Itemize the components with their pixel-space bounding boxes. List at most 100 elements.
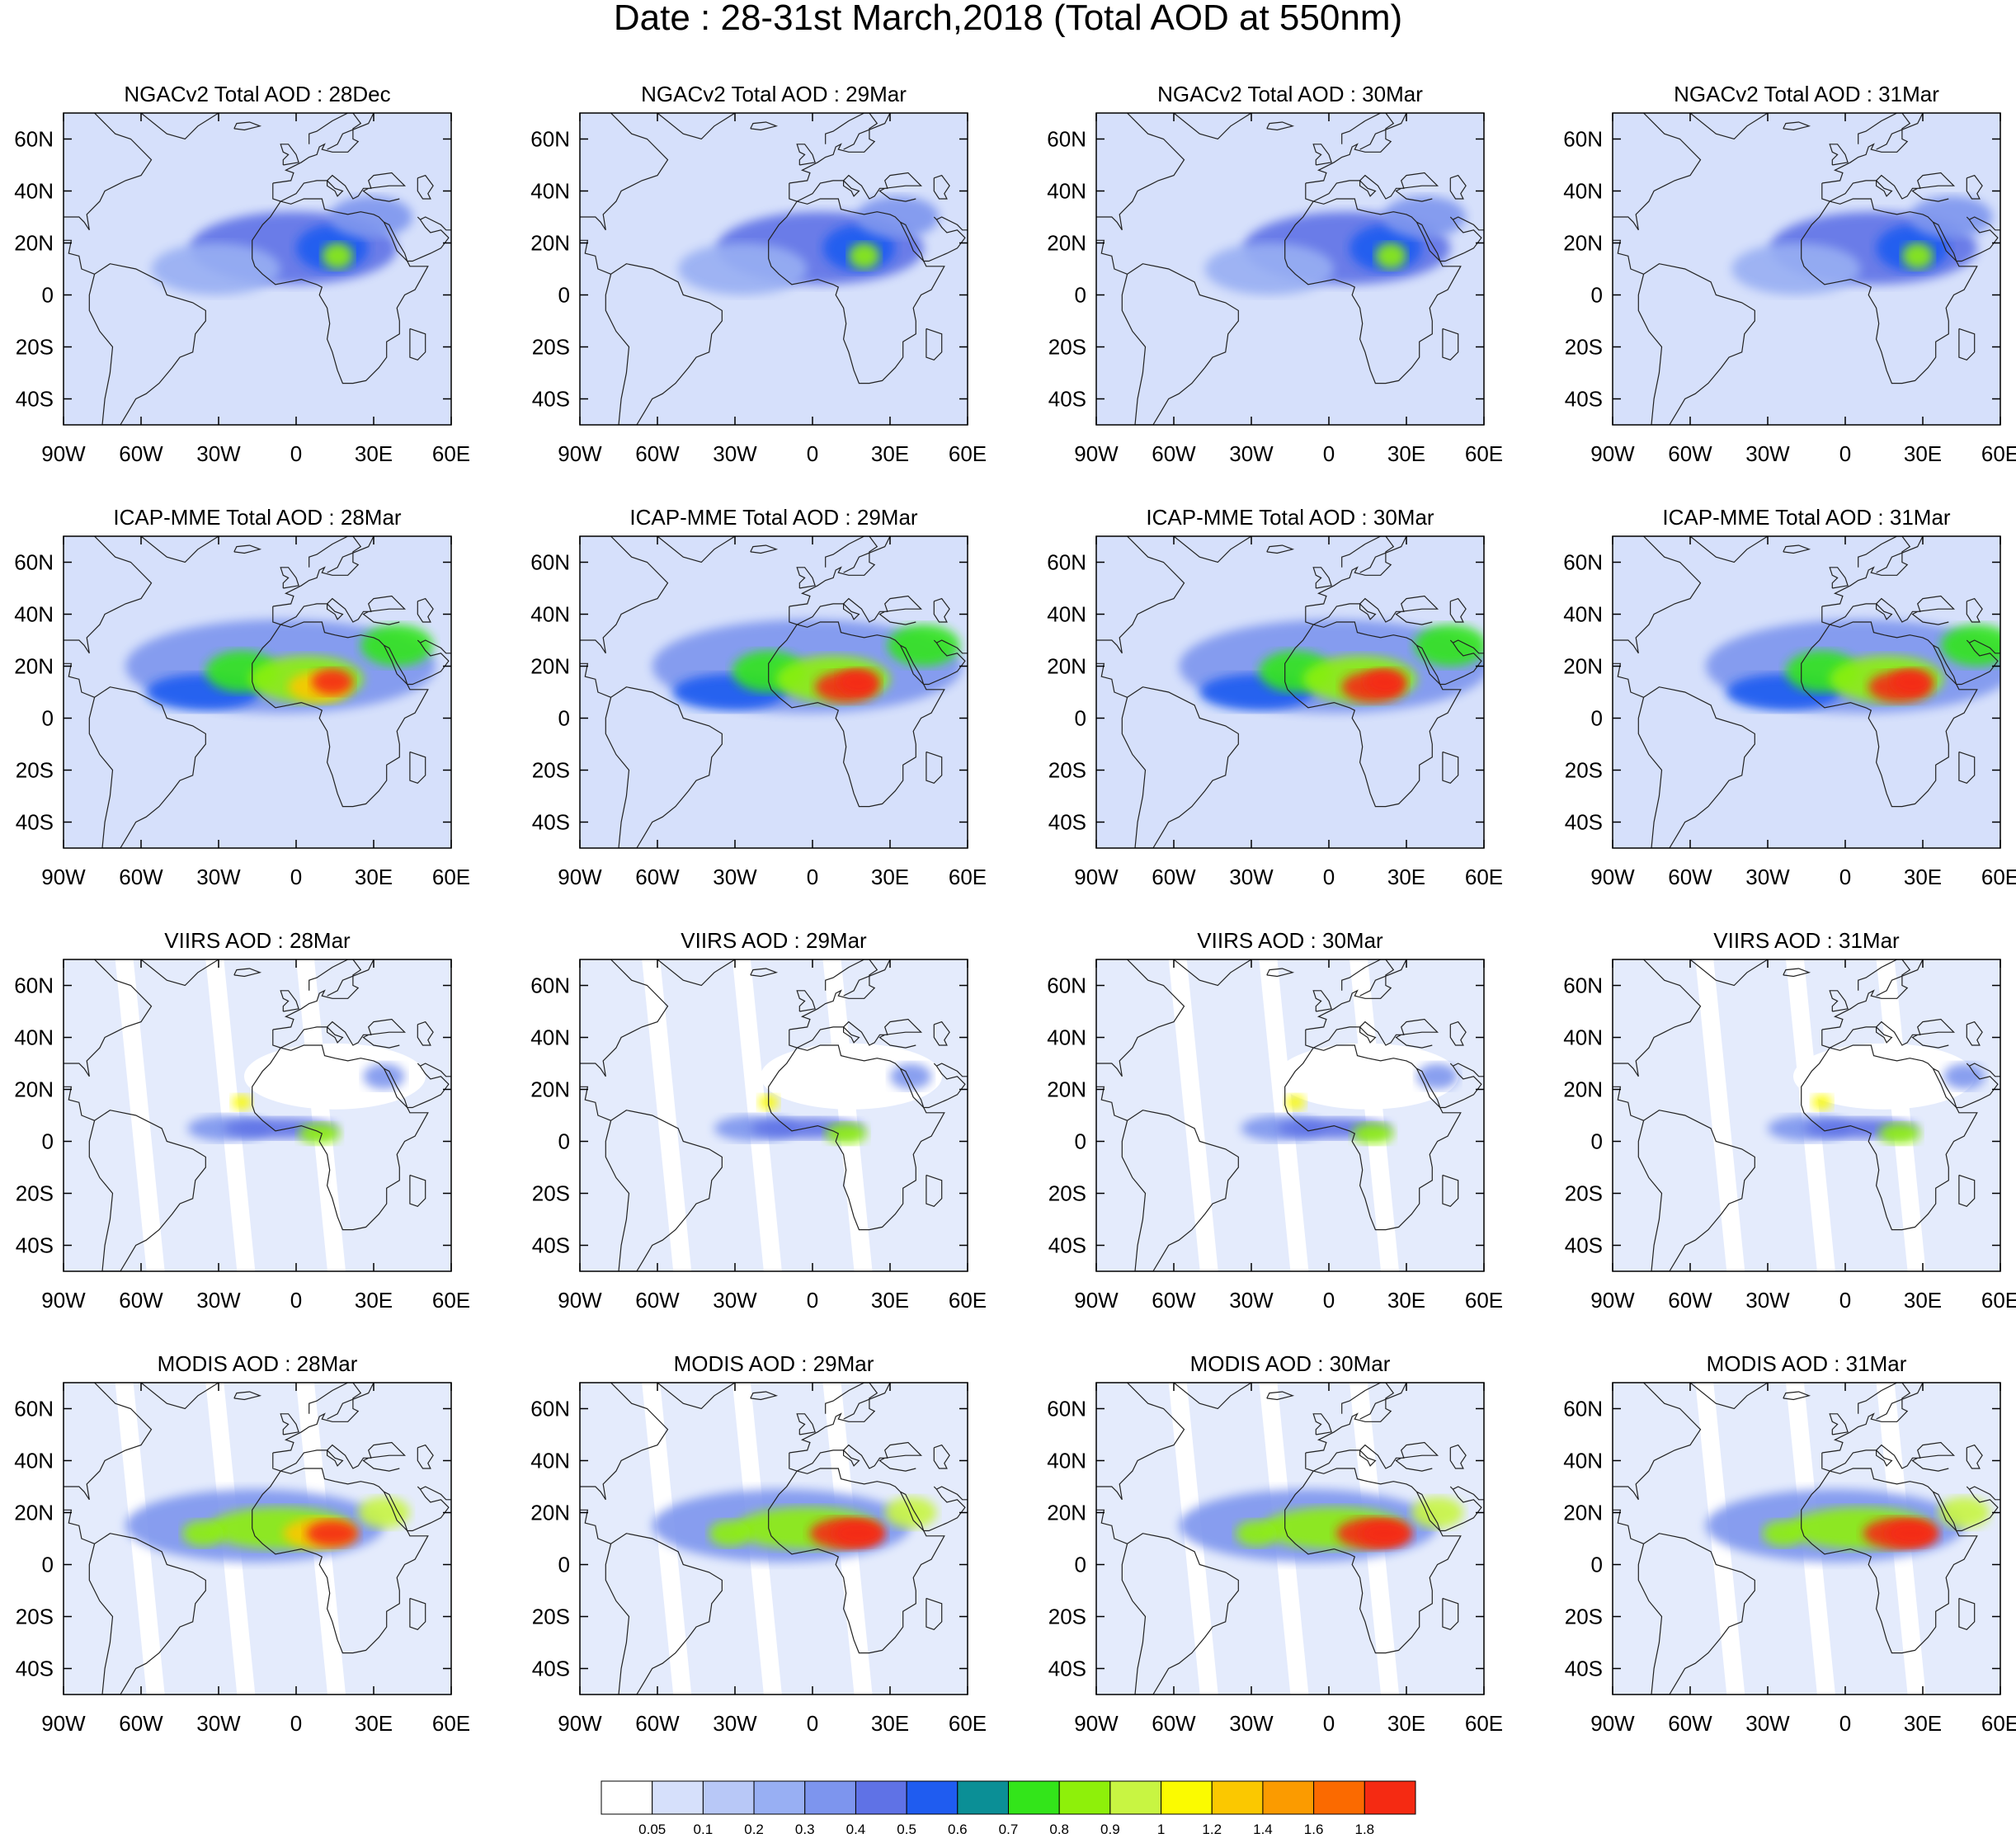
aod-plume xyxy=(887,625,960,667)
colorbar-label: 0.5 xyxy=(897,1822,916,1837)
map-canvas: 90W 60W 30W 0 30E 60E 60N 40N 20N 0 20S 40S xyxy=(1047,535,1503,889)
lon-tick-label: 60E xyxy=(1981,865,2016,889)
lon-tick-label: 90W xyxy=(41,441,86,466)
coastline xyxy=(580,113,669,231)
map-frame xyxy=(1095,1382,1485,1695)
aod-plume xyxy=(1762,1520,1804,1547)
coastline xyxy=(825,536,891,573)
coastline xyxy=(796,1413,816,1435)
lat-tick-label: 20S xyxy=(1048,758,1086,783)
map-frame xyxy=(579,535,968,849)
colorbar-label: 0.05 xyxy=(638,1822,666,1837)
panel-title: MODIS AOD : 31Mar xyxy=(1706,1351,1907,1376)
colorbar-swatch xyxy=(906,1780,959,1815)
coastline xyxy=(768,1468,945,1654)
coastline xyxy=(1305,536,1395,607)
coastline xyxy=(1858,959,1924,997)
coastline xyxy=(140,113,219,140)
coastline xyxy=(1858,536,1924,573)
lat-tick-label: 40S xyxy=(16,1657,54,1681)
coastline xyxy=(1312,144,1332,166)
coastline xyxy=(233,1391,262,1401)
coastline xyxy=(1613,536,1702,654)
aod-plume xyxy=(363,1063,405,1090)
coastline xyxy=(1266,544,1295,554)
lon-tick-label: 60W xyxy=(119,441,163,466)
lat-tick-label: 40N xyxy=(1047,179,1086,204)
coastline xyxy=(64,1383,153,1501)
panel-title: MODIS AOD : 28Mar xyxy=(157,1351,358,1376)
coastline xyxy=(1341,1383,1407,1420)
map-panel: NGACv2 Total AOD : 28Dec 90W 60W 30W 0 30E 60E… xyxy=(14,82,470,466)
lon-tick-label: 0 xyxy=(1839,1288,1851,1313)
aod-plume xyxy=(1411,1497,1463,1529)
lon-tick-label: 0 xyxy=(1839,1711,1851,1736)
coastline xyxy=(1096,1383,1185,1501)
lat-tick-label: 20S xyxy=(532,335,570,360)
coastline xyxy=(580,239,611,275)
coastline xyxy=(605,686,723,848)
aod-plume xyxy=(182,1520,224,1547)
lat-tick-label: 40S xyxy=(532,1657,570,1681)
lon-tick-label: 30E xyxy=(355,1711,393,1736)
lon-tick-label: 90W xyxy=(558,865,602,889)
lon-tick-label: 60W xyxy=(119,1711,163,1736)
lat-tick-label: 20S xyxy=(1048,1605,1086,1629)
map-canvas: 90W 60W 30W 0 30E 60E 60N 40N 20N 0 20S 40S xyxy=(14,959,470,1313)
colorbar-label: 1 xyxy=(1157,1822,1165,1837)
coastline xyxy=(272,1441,407,1472)
coastline xyxy=(1453,1063,1484,1077)
lat-tick-label: 60N xyxy=(1563,1397,1603,1421)
aod-plume xyxy=(1204,243,1335,295)
coastline xyxy=(1821,1441,1956,1472)
coastline xyxy=(1096,239,1128,275)
lon-tick-label: 60E xyxy=(1465,441,1503,466)
lon-tick-label: 60W xyxy=(635,1711,680,1736)
colorbar-swatch xyxy=(804,1780,856,1815)
lat-tick-label: 20S xyxy=(16,758,54,783)
coastline xyxy=(1821,595,1956,625)
coastline xyxy=(272,172,407,202)
lat-tick-label: 60N xyxy=(1047,973,1086,998)
lat-tick-label: 0 xyxy=(1591,706,1603,731)
coastline xyxy=(1801,1044,1978,1231)
lat-tick-label: 60N xyxy=(530,550,570,575)
lon-tick-label: 30W xyxy=(196,865,241,889)
lon-tick-label: 0 xyxy=(1839,441,1851,466)
map-panel: MODIS AOD : 31Mar 90W 60W 30W 0 30E 60E 60N 40N 2… xyxy=(1563,1351,2016,1736)
coastline xyxy=(420,1063,451,1077)
lat-tick-label: 40N xyxy=(1563,1449,1603,1473)
lon-tick-label: 30E xyxy=(1904,441,1942,466)
coastline xyxy=(768,621,945,808)
coastline xyxy=(750,1391,779,1401)
colorbar: 0.05 0.1 0.2 0.3 0.4 0.5 0.6 0.7 0.8 0.9 1 1.2 1.4 1.… xyxy=(601,1780,1416,1839)
colorbar-label: 0.3 xyxy=(795,1822,815,1837)
coastline xyxy=(580,536,669,654)
aod-plume xyxy=(1359,1520,1412,1547)
lon-tick-label: 60E xyxy=(1465,865,1503,889)
colorbar-swatch xyxy=(1008,1780,1060,1815)
coastline xyxy=(1442,1597,1459,1630)
coastline xyxy=(789,1018,923,1049)
lat-tick-label: 60N xyxy=(530,1397,570,1421)
aod-plume xyxy=(678,243,808,295)
map-canvas: 90W 60W 30W 0 30E 60E 60N 40N 20N 0 20S 40S xyxy=(530,112,987,466)
coastline xyxy=(936,639,968,654)
panel-title: ICAP-MME Total AOD : 31Mar xyxy=(1662,505,1951,530)
panel-title: ICAP-MME Total AOD : 28Mar xyxy=(113,505,402,530)
coastline xyxy=(233,544,262,554)
lat-tick-label: 0 xyxy=(558,283,570,308)
lat-tick-label: 0 xyxy=(1075,1553,1086,1577)
coastline xyxy=(1933,1063,1999,1109)
coastline xyxy=(1821,1383,1911,1454)
lon-tick-label: 0 xyxy=(807,1288,818,1313)
coastline xyxy=(233,121,262,131)
coastline xyxy=(64,959,153,1077)
lon-tick-label: 90W xyxy=(41,865,86,889)
colorbar-swatch xyxy=(652,1780,704,1815)
lon-tick-label: 0 xyxy=(807,865,818,889)
map-panel: ICAP-MME Total AOD : 31Mar 90W 60W 30W 0 30E 6… xyxy=(1563,505,2016,889)
map-panel: VIIRS AOD : 30Mar 90W 60W 30W 0 30E 60E 60N 40N 2… xyxy=(1047,928,1503,1313)
coastline xyxy=(789,959,878,1030)
aod-plume xyxy=(1938,1497,1990,1529)
